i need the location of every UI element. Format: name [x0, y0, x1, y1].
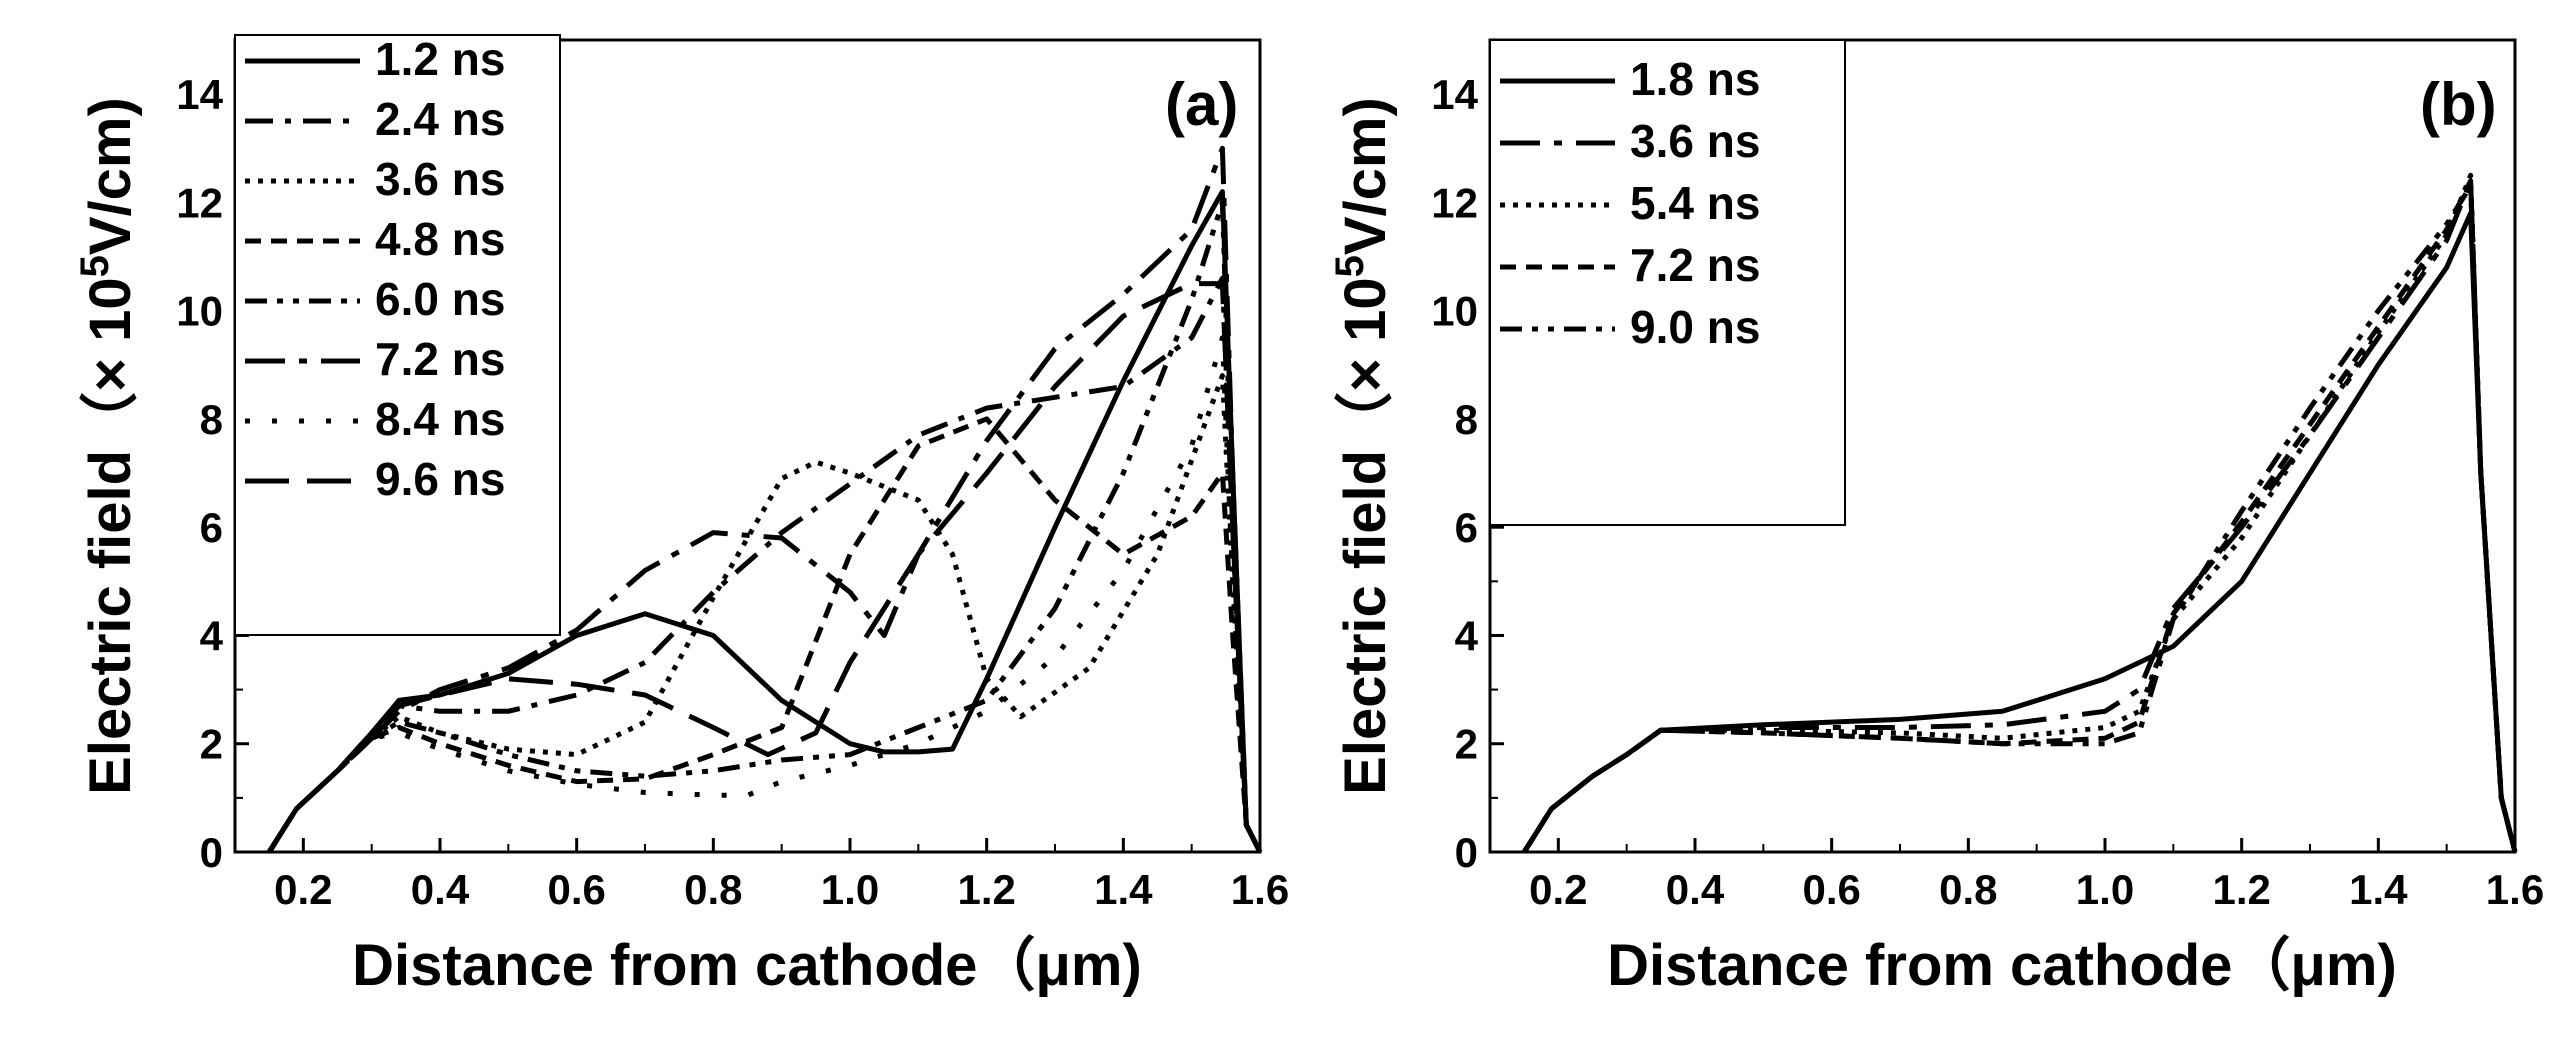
legend-label-a: 7.2 ns [375, 333, 505, 385]
legend-entries-b: 1.8 ns 3.6 ns 5.4 ns 7.2 ns 9.0 ns [1500, 53, 1760, 353]
y-tick-label: 12 [1431, 179, 1478, 226]
ticks-layer-b: 0.2 0.4 0.6 0.8 1.0 1.2 1.4 1.6 0 2 4 6 8 10 12 14 [1431, 71, 2544, 913]
x-tick-label: 1.2 [957, 866, 1015, 913]
legend-box-a [234, 34, 561, 636]
x-tick-label: 1.0 [2076, 866, 2134, 913]
x-tick-label: 1.0 [821, 866, 879, 913]
series-line-9-0-ns-b [1522, 183, 2518, 854]
legend-label-a: 2.4 ns [375, 93, 505, 145]
series-line-9-6-ns-a [267, 281, 1263, 854]
legend-a: 1.2 ns 2.4 ns 3.6 ns 4.8 ns 6.0 ns 7.2 ns 8.4 … [234, 33, 561, 636]
x-tick-label: 0.4 [411, 866, 470, 913]
legend-label-b: 1.8 ns [1630, 53, 1760, 105]
legend-box-b [1489, 39, 1846, 526]
y-tick-label: 8 [200, 396, 223, 443]
series-line-2-4-ns-a [267, 275, 1263, 854]
series-layer-b [1522, 172, 2518, 854]
x-axis-label-a: Distance from cathode（μm) [352, 933, 1142, 998]
y-tick-label: 0 [200, 829, 223, 876]
series-layer-a [267, 145, 1263, 854]
y-axis-label-suffix-b: V/cm) [1333, 97, 1398, 255]
series-line-1-2-ns-a [267, 189, 1263, 854]
legend-label-a: 6.0 ns [375, 273, 505, 325]
legend-label-b: 7.2 ns [1630, 239, 1760, 291]
legend-label-a: 9.6 ns [375, 453, 505, 505]
x-tick-label: 0.8 [684, 866, 742, 913]
legend-label-a: 3.6 ns [375, 153, 505, 205]
y-tick-label: 10 [176, 288, 223, 335]
y-tick-label: 14 [1431, 71, 1478, 118]
x-tick-label: 1.4 [1094, 866, 1153, 913]
ticks-layer-a: 0.2 0.4 0.6 0.8 1.0 1.2 1.4 1.6 0 2 4 6 8 10 12 14 [176, 71, 1289, 913]
y-axis-label-sup-b: 5 [1328, 255, 1372, 277]
x-tick-label: 0.2 [1529, 866, 1587, 913]
legend-label-b: 9.0 ns [1630, 301, 1760, 353]
x-tick-label: 0.4 [1666, 866, 1725, 913]
x-tick-label: 0.2 [274, 866, 332, 913]
x-tick-label: 0.8 [1939, 866, 1997, 913]
legend-label-a: 8.4 ns [375, 393, 505, 445]
y-tick-label: 12 [176, 179, 223, 226]
y-axis-label-b: Electric field（× 105V/cm) [1328, 97, 1398, 795]
legend-label-a: 1.2 ns [375, 33, 505, 85]
x-tick-label: 0.6 [547, 866, 605, 913]
y-tick-label: 2 [200, 721, 223, 768]
x-tick-label: 1.6 [1231, 866, 1289, 913]
x-tick-label: 0.6 [1802, 866, 1860, 913]
y-tick-label: 4 [200, 612, 224, 659]
x-tick-label: 1.6 [2486, 866, 2544, 913]
panel-b: 0.2 0.4 0.6 0.8 1.0 1.2 1.4 1.6 0 2 4 6 8 10 12 14 1.8 … [1328, 38, 2544, 998]
series-line-6-0-ns-a [267, 199, 1263, 854]
panel-label-a: (a) [1165, 71, 1238, 138]
legend-label-b: 5.4 ns [1630, 177, 1760, 229]
y-tick-label: 8 [1455, 396, 1478, 443]
x-axis-label-b: Distance from cathode（μm) [1607, 933, 2397, 998]
legend-b: 1.8 ns 3.6 ns 5.4 ns 7.2 ns 9.0 ns [1489, 39, 1846, 526]
y-tick-label: 4 [1455, 612, 1479, 659]
y-axis-label-prefix-a: Electric field（× 10 [78, 277, 143, 794]
y-axis-label-suffix-a: V/cm) [78, 97, 143, 255]
y-axis-label-prefix-b: Electric field（× 10 [1333, 277, 1398, 794]
panel-a: 0.2 0.4 0.6 0.8 1.0 1.2 1.4 1.6 0 2 4 6 8 10 12 14 1.2 … [73, 33, 1289, 998]
y-tick-label: 6 [200, 504, 223, 551]
y-tick-label: 14 [176, 71, 223, 118]
y-axis-label-a: Electric field（× 105V/cm) [73, 97, 143, 795]
panel-label-b: (b) [2420, 71, 2497, 138]
x-tick-label: 1.2 [2212, 866, 2270, 913]
legend-entries-a: 1.2 ns 2.4 ns 3.6 ns 4.8 ns 6.0 ns 7.2 ns 8.4 … [245, 33, 505, 505]
y-tick-label: 0 [1455, 829, 1478, 876]
x-tick-label: 1.4 [2349, 866, 2408, 913]
legend-label-a: 4.8 ns [375, 213, 505, 265]
series-line-8-4-ns-a [267, 335, 1263, 854]
series-line-7-2-ns-a [267, 145, 1263, 854]
y-axis-label-sup-a: 5 [73, 255, 117, 277]
legend-label-b: 3.6 ns [1630, 115, 1760, 167]
y-tick-label: 10 [1431, 288, 1478, 335]
y-tick-label: 6 [1455, 504, 1478, 551]
y-tick-label: 2 [1455, 721, 1478, 768]
